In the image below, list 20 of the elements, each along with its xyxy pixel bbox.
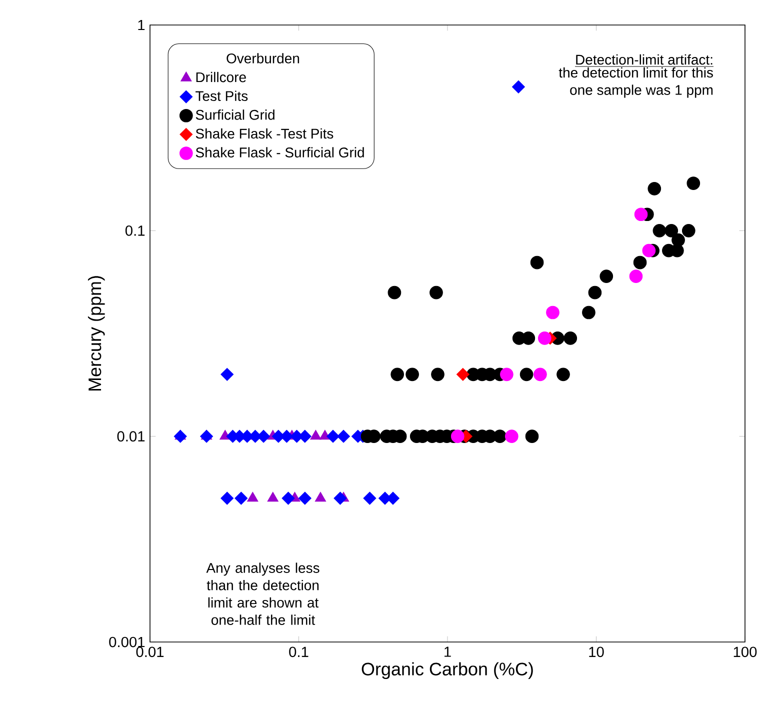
x-tick-label: 0.01 [136, 646, 164, 658]
x-axis-title: Organic Carbon (%C) [362, 662, 533, 680]
x-tick-label: 100 [734, 646, 757, 658]
x-tick-label: 1 [444, 646, 451, 657]
legend-title: Overburden [226, 53, 300, 64]
y-axis-title: Mercury (ppm) [88, 276, 105, 391]
annotation: Any analyses less than the detection limit are shown at one-half the limit [206, 562, 320, 625]
legend-label: Shake Flask -Test Pits [196, 128, 334, 139]
y-tick-label: 1 [138, 20, 145, 30]
annotation: Detection-limit artifact: [576, 54, 712, 65]
x-tick-label: 0.1 [289, 646, 308, 658]
legend-label: Test Pits [196, 90, 248, 102]
legend-label: Surficial Grid [196, 110, 274, 120]
legend-label: Drillcore [196, 72, 246, 82]
y-tick-label: 0.01 [117, 431, 145, 442]
annotation: the detection limit for this one sample was 1 ppm [558, 67, 713, 98]
legend-label: Shake Flask - Surficial Grid [196, 147, 364, 158]
y-tick-label: 0.1 [125, 225, 145, 236]
y-tick-label: 0.001 [109, 636, 145, 648]
x-tick-label: 10 [589, 646, 604, 658]
